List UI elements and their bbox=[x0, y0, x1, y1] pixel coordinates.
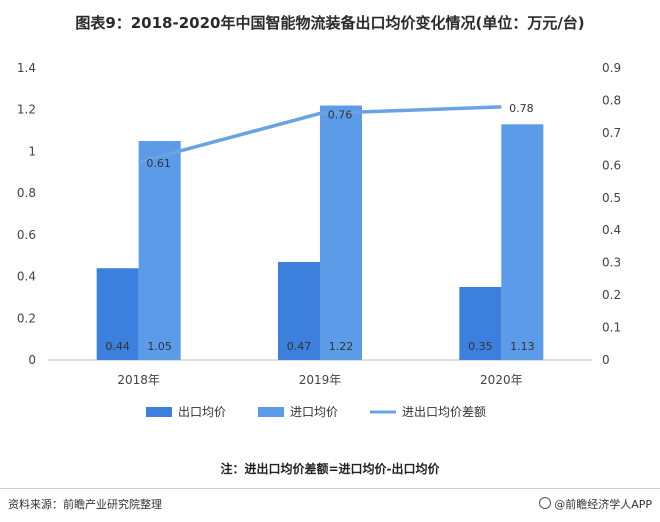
legend-label: 进出口均价差额 bbox=[402, 405, 486, 419]
bar-data-label: 0.35 bbox=[468, 340, 493, 353]
bar-data-label: 0.44 bbox=[105, 340, 130, 353]
bar-data-label: 1.05 bbox=[147, 340, 172, 353]
y-left-tick-label: 1 bbox=[28, 144, 36, 158]
divider bbox=[0, 488, 660, 489]
y-right-tick-label: 0.9 bbox=[602, 61, 621, 75]
bar-group: 0.44 1.05 0.47 1.22 0.35 1.13 bbox=[96, 105, 544, 361]
y-left-tick-label: 1.4 bbox=[17, 61, 36, 75]
line-price-difference bbox=[138, 105, 502, 164]
bar-import bbox=[138, 141, 181, 360]
bar-export bbox=[459, 287, 502, 360]
y-axis-left: 0 0.2 0.4 0.6 0.8 1 1.2 1.4 bbox=[17, 61, 36, 367]
line-data-label: 0.78 bbox=[509, 102, 534, 115]
y-left-tick-label: 0.8 bbox=[17, 186, 36, 200]
x-tick-label: 2018年 bbox=[117, 373, 160, 387]
bar-import bbox=[320, 105, 362, 361]
legend-label: 出口均价 bbox=[178, 405, 226, 419]
y-left-tick-label: 1.2 bbox=[17, 103, 36, 117]
y-right-tick-label: 0 bbox=[602, 353, 610, 367]
source-text: 资料来源：前瞻产业研究院整理 bbox=[8, 498, 162, 511]
y-left-tick-label: 0 bbox=[28, 353, 36, 367]
y-right-tick-label: 0.7 bbox=[602, 126, 621, 140]
bar-data-label: 0.47 bbox=[287, 340, 312, 353]
x-tick-label: 2020年 bbox=[480, 373, 523, 387]
y-right-tick-label: 0.4 bbox=[602, 223, 621, 237]
y-right-tick-label: 0.1 bbox=[602, 321, 621, 335]
legend-swatch bbox=[146, 407, 172, 417]
footnote: 注：进出口均价差额=进口均价-出口均价 bbox=[220, 462, 440, 476]
y-right-tick-label: 0.5 bbox=[602, 191, 621, 205]
bar-import bbox=[501, 124, 544, 360]
y-axis-right: 0 0.1 0.2 0.3 0.4 0.5 0.6 0.7 0.8 0.9 bbox=[602, 61, 621, 367]
x-axis-labels: 2018年 2019年 2020年 bbox=[117, 373, 522, 387]
brand-label: @前瞻经济学人APP bbox=[554, 498, 652, 511]
line-data-label: 0.61 bbox=[146, 157, 171, 170]
y-left-tick-label: 0.4 bbox=[17, 270, 36, 284]
bar-export bbox=[278, 261, 320, 360]
line-data-label: 0.76 bbox=[328, 108, 353, 121]
bar-data-label: 1.22 bbox=[329, 340, 354, 353]
brand-text: @前瞻经济学人APP bbox=[539, 496, 652, 512]
line-group: 0.61 0.76 0.78 bbox=[138, 102, 534, 170]
y-left-tick-label: 0.6 bbox=[17, 228, 36, 242]
chart-title: 图表9：2018-2020年中国智能物流装备出口均价变化情况(单位：万元/台) bbox=[75, 14, 585, 32]
bar-export bbox=[96, 268, 139, 360]
combo-chart: 0 0.2 0.4 0.6 0.8 1 1.2 1.4 0 0.1 0.2 0.3 0.4 0.5 0.6… bbox=[17, 61, 621, 419]
bar-data-label: 1.13 bbox=[510, 340, 535, 353]
brand-logo-icon bbox=[539, 497, 552, 509]
y-right-tick-label: 0.3 bbox=[602, 256, 621, 270]
y-right-tick-label: 0.8 bbox=[602, 93, 621, 107]
x-tick-label: 2019年 bbox=[299, 373, 342, 387]
y-left-tick-label: 0.2 bbox=[17, 311, 36, 325]
legend: 出口均价 进口均价 进出口均价差额 bbox=[146, 405, 486, 419]
y-right-tick-label: 0.6 bbox=[602, 158, 621, 172]
legend-label: 进口均价 bbox=[290, 405, 338, 419]
legend-swatch bbox=[258, 407, 284, 417]
y-right-tick-label: 0.2 bbox=[602, 288, 621, 302]
